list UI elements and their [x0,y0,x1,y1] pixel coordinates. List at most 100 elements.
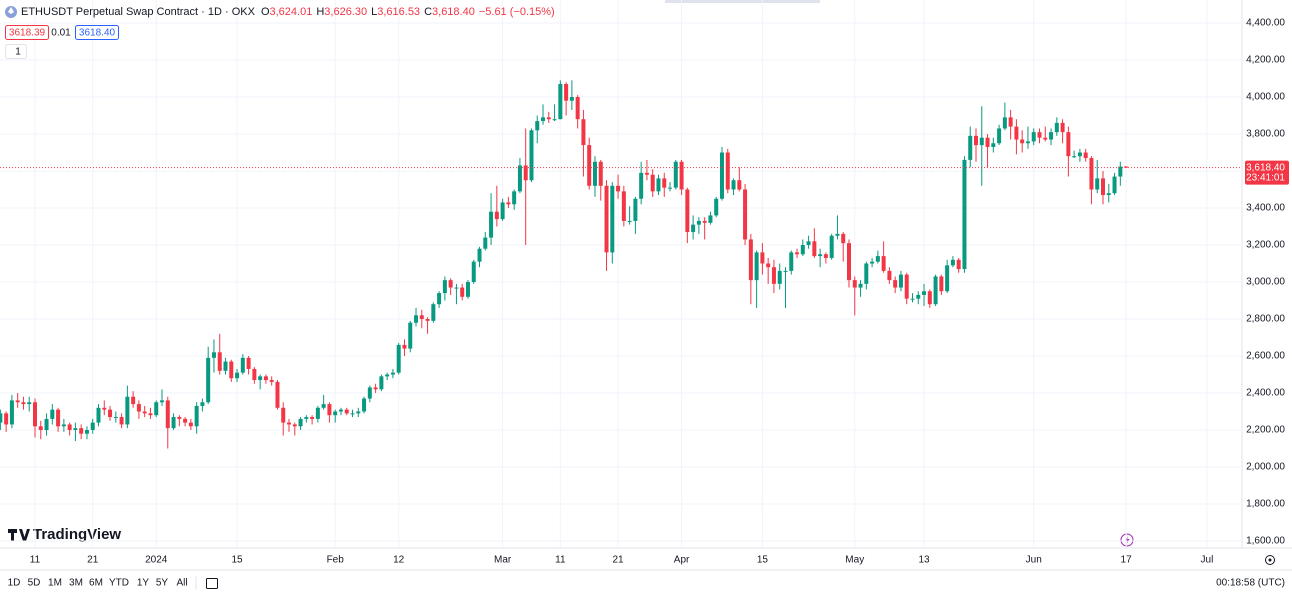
candle-body [806,241,811,245]
candle-body [939,276,944,292]
candle-body [789,252,794,271]
candle-body [1095,178,1100,190]
candle-body [333,411,338,416]
quantity: 1 [15,47,21,58]
candle-body [546,117,551,120]
candle-body [627,220,632,222]
candle-body [1002,117,1007,129]
range-button[interactable]: 1M [48,578,62,589]
candle-body [795,252,800,255]
candle-body [344,409,349,414]
range-button[interactable]: 6M [89,578,103,589]
last-price-box [1245,160,1289,185]
candle-body [829,235,834,258]
candle-body [1066,132,1071,157]
candle-body [108,409,113,418]
candle-body [1014,126,1019,140]
top-tab [665,0,820,3]
candle-body [754,252,759,281]
quantity-box[interactable] [5,44,27,59]
candle-body [483,237,488,249]
candle-body [743,189,748,240]
candle-body [1083,152,1088,159]
candle-body [154,402,159,416]
candle-body [506,202,511,205]
candle-body [881,256,886,271]
range-button[interactable]: All [176,578,187,589]
calendar-icon[interactable] [206,578,218,589]
candle-body [131,396,136,405]
candle-body [864,263,869,284]
range-button[interactable]: YTD [109,578,129,589]
candle-body [696,220,701,225]
range-button[interactable]: 1Y [137,578,150,589]
range-button[interactable]: 1D [8,578,21,589]
candle-body [991,143,996,147]
candle-body [529,130,534,181]
candle-body [922,291,927,295]
candle-body [644,172,649,175]
candle-body [73,428,78,430]
candle-body [379,376,384,390]
candle-body [719,152,724,199]
candle-body [67,424,72,430]
candle-body [0,413,3,423]
candle-body [292,424,297,427]
candle-body [621,191,626,221]
candle-body [1037,132,1042,138]
candle-body [592,161,597,186]
candle-body [246,357,251,369]
candle-body [460,287,465,297]
candle-body [15,400,20,403]
candle-body [142,411,147,414]
x-tick-label: 15 [757,555,769,566]
y-tick-label: 3,200.00 [1246,240,1285,251]
spread: 0.01 [51,28,71,39]
ask-box[interactable] [75,25,119,40]
range-button[interactable]: 5Y [156,578,169,589]
candle-body [373,387,378,390]
candle-body [258,376,263,381]
x-tick-label: 15 [231,555,243,566]
x-tick-label: 2024 [145,555,168,566]
bid-box[interactable] [5,25,49,40]
candle-body [760,252,765,264]
candle-body [875,256,880,262]
x-tick-label: Jul [1201,555,1214,566]
candle-body [985,137,990,147]
candle-body [575,97,580,120]
candle-body [517,165,522,192]
candle-body [321,404,326,408]
candle-body [997,128,1002,144]
candle-body [737,180,742,190]
candle-body [604,185,609,253]
candle-body [852,280,857,288]
ohlc-key: C [424,6,432,18]
range-button[interactable]: 3M [69,578,83,589]
range-button[interactable]: 5D [28,578,41,589]
candle-body [581,119,586,146]
candle-body [1077,152,1082,157]
candle-body [668,187,673,189]
candle-body [841,233,846,244]
settings-icon[interactable] [1265,555,1275,565]
candle-body [414,315,419,323]
candle-body [79,428,84,434]
candle-body [569,97,574,101]
candle-body [933,276,938,305]
candle-body [708,215,713,223]
candle-body [287,422,292,425]
candle-body [777,270,782,284]
candle-body [858,283,863,288]
candle-body [402,344,407,349]
symbol-icon [5,6,17,18]
candle-body [1112,176,1117,194]
candle-body [823,254,828,258]
candle-body [1008,117,1013,127]
candle-body [206,357,211,403]
candle-body [44,418,49,430]
candle-body [702,220,707,223]
alert-icon[interactable] [1120,533,1134,547]
candle-body [477,248,482,262]
candle-body [979,137,984,146]
